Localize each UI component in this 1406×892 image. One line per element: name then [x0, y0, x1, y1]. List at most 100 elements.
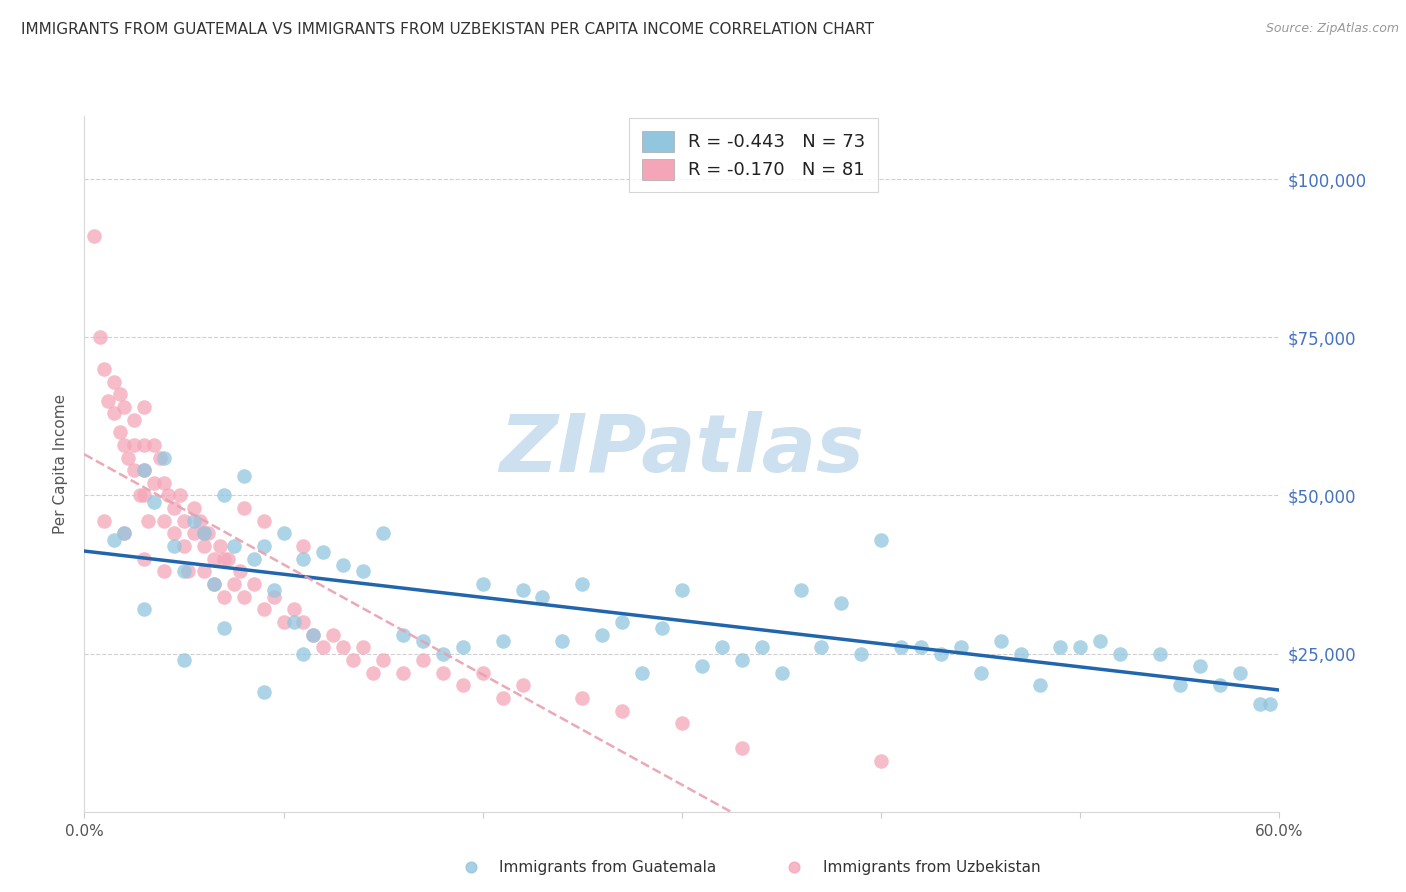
Point — [112, 438, 135, 452]
Point — [731, 741, 754, 756]
Point — [361, 665, 384, 680]
Point — [208, 539, 231, 553]
Point — [451, 678, 474, 692]
Point — [870, 533, 893, 547]
Point — [163, 501, 186, 516]
Point — [202, 551, 225, 566]
Point — [392, 665, 415, 680]
Point — [212, 621, 235, 635]
Point — [770, 665, 793, 680]
Point — [212, 488, 235, 502]
Point — [929, 647, 952, 661]
Point — [97, 393, 120, 408]
Point — [471, 665, 494, 680]
Point — [292, 615, 315, 629]
Point — [232, 501, 254, 516]
Point — [451, 640, 474, 655]
Point — [512, 678, 534, 692]
Point — [193, 565, 215, 579]
Point — [910, 640, 932, 655]
Point — [731, 653, 754, 667]
Point — [292, 551, 315, 566]
Point — [949, 640, 972, 655]
Point — [1258, 697, 1281, 711]
Point — [103, 375, 125, 389]
Point — [110, 387, 132, 401]
Point — [292, 647, 315, 661]
Point — [292, 539, 315, 553]
Point — [273, 615, 295, 629]
Point — [1188, 659, 1211, 673]
Point — [253, 684, 276, 698]
Point — [571, 690, 593, 705]
Point — [610, 704, 633, 718]
Point — [222, 577, 245, 591]
Point — [460, 860, 482, 874]
Point — [551, 634, 574, 648]
Point — [93, 362, 115, 376]
Point — [143, 475, 166, 490]
Point — [153, 475, 176, 490]
Point — [371, 653, 394, 667]
Point — [132, 400, 156, 414]
Point — [132, 438, 156, 452]
Point — [103, 533, 125, 547]
Point — [183, 501, 205, 516]
Point — [83, 229, 105, 244]
Point — [471, 577, 494, 591]
Point — [93, 514, 115, 528]
Point — [183, 526, 205, 541]
Point — [830, 596, 852, 610]
Point — [110, 425, 132, 440]
Point — [117, 450, 139, 465]
Text: Source: ZipAtlas.com: Source: ZipAtlas.com — [1265, 22, 1399, 36]
Text: Immigrants from Guatemala: Immigrants from Guatemala — [499, 860, 717, 874]
Point — [1029, 678, 1052, 692]
Point — [1208, 678, 1232, 692]
Point — [302, 627, 325, 641]
Point — [193, 526, 215, 541]
Point — [671, 716, 693, 731]
Point — [242, 577, 264, 591]
Point — [112, 400, 135, 414]
Point — [302, 627, 325, 641]
Point — [990, 634, 1012, 648]
Point — [273, 526, 295, 541]
Point — [392, 627, 415, 641]
Point — [1229, 665, 1251, 680]
Point — [183, 514, 205, 528]
Point — [153, 565, 176, 579]
Point — [332, 558, 354, 572]
Point — [212, 551, 235, 566]
Point — [849, 647, 872, 661]
Point — [153, 514, 176, 528]
Point — [212, 590, 235, 604]
Point — [103, 406, 125, 420]
Point — [89, 330, 111, 344]
Point — [173, 565, 195, 579]
Point — [122, 438, 145, 452]
Point — [671, 583, 693, 598]
Point — [371, 526, 394, 541]
Point — [1049, 640, 1071, 655]
Point — [1149, 647, 1171, 661]
Point — [112, 526, 135, 541]
Point — [129, 488, 152, 502]
Point — [783, 860, 806, 874]
Point — [143, 495, 166, 509]
Point — [188, 514, 211, 528]
Point — [232, 590, 254, 604]
Point — [263, 590, 285, 604]
Point — [710, 640, 733, 655]
Point — [591, 627, 613, 641]
Point — [163, 539, 186, 553]
Point — [228, 565, 252, 579]
Point — [690, 659, 713, 673]
Point — [531, 590, 554, 604]
Point — [177, 565, 200, 579]
Point — [312, 640, 335, 655]
Point — [153, 450, 176, 465]
Point — [1010, 647, 1032, 661]
Point — [283, 602, 305, 616]
Point — [202, 577, 225, 591]
